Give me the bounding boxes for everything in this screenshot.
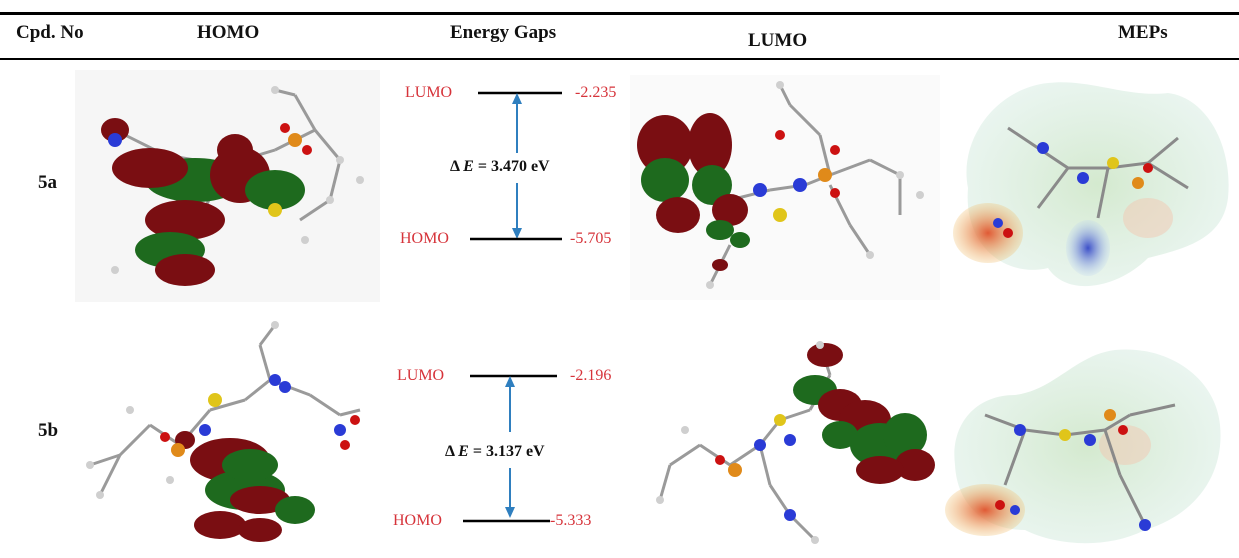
lumo-orbital-image-5a bbox=[630, 75, 940, 300]
header-meps: MEPs bbox=[1118, 22, 1168, 43]
lumo-level-label-5a: LUMO bbox=[405, 84, 452, 101]
mep-surface-image-5b bbox=[945, 335, 1235, 555]
header-rule bbox=[0, 58, 1239, 60]
header-energy-gaps: Energy Gaps bbox=[450, 22, 557, 43]
lumo-orbital-image-5b bbox=[640, 335, 940, 550]
energy-gap-diagram-5b: LUMO -2.196 Δ E = 3.137 eV HOMO -5.333 bbox=[385, 360, 635, 540]
homo-energy-value-5a: -5.705 bbox=[570, 230, 611, 247]
lumo-energy-value-5b: -2.196 bbox=[570, 367, 611, 384]
energy-gap-diagram-5a: LUMO -2.235 Δ E = 3.470 eV HOMO -5.705 bbox=[390, 75, 640, 255]
homo-level-label-5b: HOMO bbox=[393, 512, 442, 529]
header-lumo: LUMO bbox=[748, 30, 808, 51]
homo-orbital-image-5b bbox=[70, 315, 390, 550]
homo-energy-value-5b: -5.333 bbox=[550, 512, 591, 529]
mep-surface-image-5a bbox=[948, 68, 1238, 303]
energy-gap-value-5a: Δ E = 3.470 eV bbox=[450, 158, 550, 175]
homo-level-label-5a: HOMO bbox=[400, 230, 449, 247]
top-rule bbox=[0, 12, 1239, 15]
compound-label-5a: 5a bbox=[38, 172, 57, 193]
compound-label-5b: 5b bbox=[38, 420, 59, 441]
homo-orbital-image-5a bbox=[75, 70, 380, 302]
lumo-level-label-5b: LUMO bbox=[397, 367, 444, 384]
energy-gap-value-5b: Δ E = 3.137 eV bbox=[445, 443, 545, 460]
lumo-energy-value-5a: -2.235 bbox=[575, 84, 616, 101]
header-homo: HOMO bbox=[197, 22, 260, 43]
header-cpd: Cpd. No bbox=[16, 22, 84, 43]
